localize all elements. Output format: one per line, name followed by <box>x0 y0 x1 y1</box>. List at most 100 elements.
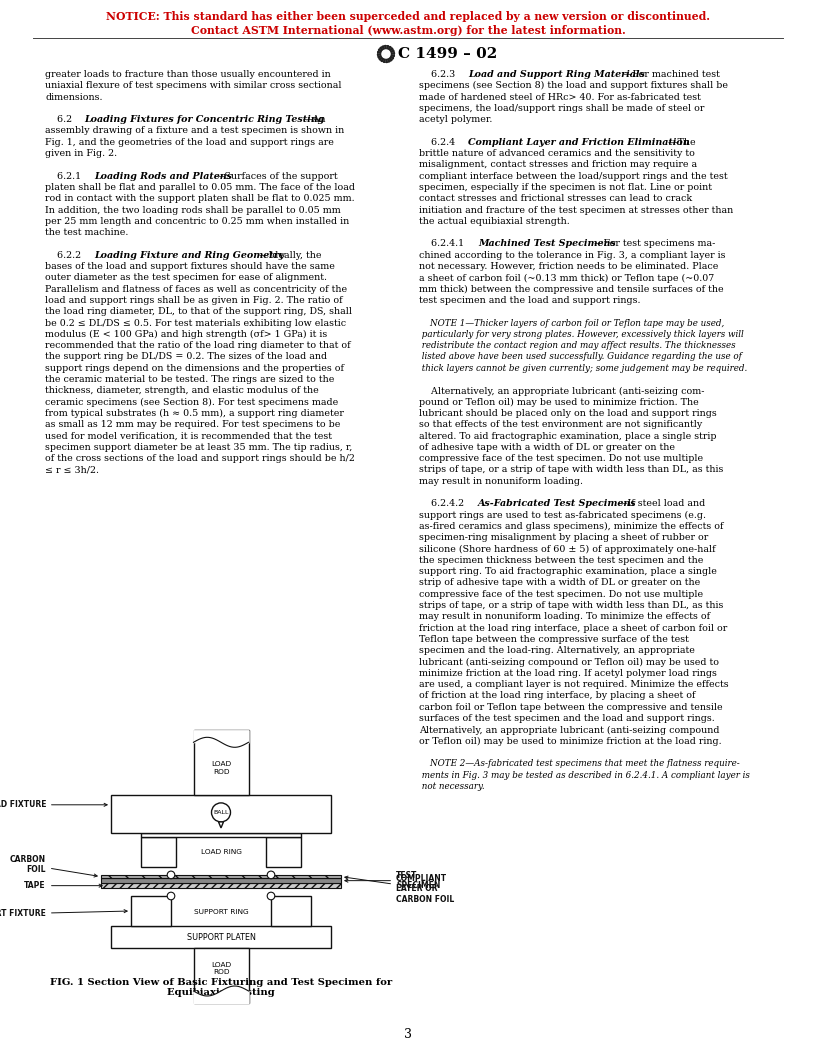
Text: compliant interface between the load/support rings and the test: compliant interface between the load/sup… <box>419 172 728 181</box>
Text: NOTE 2—As-fabricated test specimens that meet the flatness require-: NOTE 2—As-fabricated test specimens that… <box>419 759 740 769</box>
Text: Machined Test Specimens: Machined Test Specimens <box>478 240 616 248</box>
Text: ceramic specimens (see Section 8). For test specimens made: ceramic specimens (see Section 8). For t… <box>45 398 339 407</box>
Text: altered. To aid fractographic examination, place a single strip: altered. To aid fractographic examinatio… <box>419 432 716 440</box>
Text: of adhesive tape with a width of DL or greater on the: of adhesive tape with a width of DL or g… <box>419 442 675 452</box>
Bar <box>193 731 249 795</box>
Text: 3: 3 <box>404 1027 412 1040</box>
Text: used for model verification, it is recommended that the test: used for model verification, it is recom… <box>45 432 332 440</box>
Circle shape <box>167 892 175 900</box>
Text: specimens (see Section 8) the load and support fixtures shall be: specimens (see Section 8) the load and s… <box>419 81 728 91</box>
Text: —For test specimens ma-: —For test specimens ma- <box>591 240 716 248</box>
Text: specimen support diameter be at least 35 mm. The tip radius, r,: specimen support diameter be at least 35… <box>45 442 353 452</box>
Text: —Ideally, the: —Ideally, the <box>256 250 322 260</box>
Text: Compliant Layer and Friction Elimination: Compliant Layer and Friction Elimination <box>468 137 690 147</box>
Text: support rings are used to test as-fabricated specimens (e.g.: support rings are used to test as-fabric… <box>419 511 706 520</box>
Text: may result in nonuniform loading.: may result in nonuniform loading. <box>419 477 583 486</box>
Text: the test machine.: the test machine. <box>45 228 128 238</box>
Polygon shape <box>378 52 381 53</box>
Text: pound or Teflon oil) may be used to minimize friction. The: pound or Teflon oil) may be used to mini… <box>419 398 698 407</box>
Text: strip of adhesive tape with a width of DL or greater on the: strip of adhesive tape with a width of D… <box>419 579 700 587</box>
Text: SUPPORT FIXTURE: SUPPORT FIXTURE <box>0 909 127 919</box>
Text: of the cross sections of the load and support rings should be h/2: of the cross sections of the load and su… <box>45 454 355 464</box>
Text: Teflon tape between the compressive surface of the test: Teflon tape between the compressive surf… <box>419 635 689 644</box>
Text: minimize friction at the load ring. If acetyl polymer load rings: minimize friction at the load ring. If a… <box>419 668 717 678</box>
Polygon shape <box>382 45 384 49</box>
Text: so that effects of the test environment are not significantly: so that effects of the test environment … <box>419 420 703 430</box>
Text: assembly drawing of a fixture and a test specimen is shown in: assembly drawing of a fixture and a test… <box>45 127 344 135</box>
Text: greater loads to fracture than those usually encountered in: greater loads to fracture than those usu… <box>45 70 330 79</box>
Text: support ring. To aid fractographic examination, place a single: support ring. To aid fractographic exami… <box>419 567 717 577</box>
Bar <box>111 926 331 948</box>
Polygon shape <box>378 56 381 58</box>
Text: silicone (Shore hardness of 60 ± 5) of approximately one-half: silicone (Shore hardness of 60 ± 5) of a… <box>419 545 716 553</box>
Polygon shape <box>384 59 385 62</box>
Polygon shape <box>378 54 380 55</box>
Text: as-fired ceramics and glass specimens), minimize the effects of: as-fired ceramics and glass specimens), … <box>419 522 724 531</box>
Text: thickness, diameter, strength, and elastic modulus of the: thickness, diameter, strength, and elast… <box>45 386 319 395</box>
Text: COMPLIANT
LAYER OR
CARBON FOIL: COMPLIANT LAYER OR CARBON FOIL <box>345 873 455 904</box>
Text: thick layers cannot be given currently; some judgement may be required.: thick layers cannot be given currently; … <box>419 364 747 373</box>
Text: 6.2.4.2: 6.2.4.2 <box>419 499 467 508</box>
Text: compressive face of the test specimen. Do not use multiple: compressive face of the test specimen. D… <box>419 590 703 599</box>
Text: load and support rings shall be as given in Fig. 2. The ratio of: load and support rings shall be as given… <box>45 296 343 305</box>
Text: —For machined test: —For machined test <box>620 70 721 79</box>
Polygon shape <box>380 48 383 50</box>
Text: dimensions.: dimensions. <box>45 93 103 101</box>
Circle shape <box>267 871 275 879</box>
Polygon shape <box>388 46 391 50</box>
Text: ments in Fig. 3 may be tested as described in 6.2.4.1. A compliant layer is: ments in Fig. 3 may be tested as describ… <box>419 771 750 779</box>
Text: Parallelism and flatness of faces as well as concentricity of the: Parallelism and flatness of faces as wel… <box>45 285 347 294</box>
Text: LOAD
ROD: LOAD ROD <box>211 962 231 976</box>
Text: —The: —The <box>664 137 695 147</box>
Text: bases of the load and support fixtures should have the same: bases of the load and support fixtures s… <box>45 262 335 271</box>
Polygon shape <box>379 57 382 60</box>
Text: lubricant should be placed only on the load and support rings: lubricant should be placed only on the l… <box>419 409 716 418</box>
Text: SUPPORT PLATEN: SUPPORT PLATEN <box>187 932 255 942</box>
Text: Loading Fixtures for Concentric Ring Testing: Loading Fixtures for Concentric Ring Tes… <box>84 115 325 125</box>
Text: platen shall be flat and parallel to 0.05 mm. The face of the load: platen shall be flat and parallel to 0.0… <box>45 183 355 192</box>
Text: are used, a compliant layer is not required. Minimize the effects: are used, a compliant layer is not requi… <box>419 680 729 690</box>
Text: the load ring diameter, DL, to that of the support ring, DS, shall: the load ring diameter, DL, to that of t… <box>45 307 352 317</box>
Text: strips of tape, or a strip of tape with width less than DL, as this: strips of tape, or a strip of tape with … <box>419 466 723 474</box>
Polygon shape <box>384 45 386 49</box>
Text: Loading Rods and Platens: Loading Rods and Platens <box>94 172 232 181</box>
Text: of friction at the load ring interface, by placing a sheet of: of friction at the load ring interface, … <box>419 692 695 700</box>
Circle shape <box>383 51 389 57</box>
Polygon shape <box>379 49 382 52</box>
Text: specimen, especially if the specimen is not flat. Line or point: specimen, especially if the specimen is … <box>419 183 712 192</box>
Text: Alternatively, an appropriate lubricant (anti-seizing com-: Alternatively, an appropriate lubricant … <box>419 386 704 396</box>
Text: compressive face of the test specimen. Do not use multiple: compressive face of the test specimen. D… <box>419 454 703 464</box>
Text: 6.2.3: 6.2.3 <box>419 70 459 79</box>
Polygon shape <box>388 59 390 62</box>
Text: friction at the load ring interface, place a sheet of carbon foil or: friction at the load ring interface, pla… <box>419 624 727 633</box>
Bar <box>131 895 171 926</box>
Text: redistribute the contact region and may affect results. The thicknesses: redistribute the contact region and may … <box>419 341 736 351</box>
Text: mm thick) between the compressive and tensile surfaces of the: mm thick) between the compressive and te… <box>419 285 724 294</box>
Polygon shape <box>387 45 388 49</box>
Text: SUPPORT RING: SUPPORT RING <box>193 909 248 916</box>
Text: modulus (E < 100 GPa) and high strength (σf> 1 GPa) it is: modulus (E < 100 GPa) and high strength … <box>45 329 327 339</box>
Text: recommended that the ratio of the load ring diameter to that of: recommended that the ratio of the load r… <box>45 341 351 351</box>
Text: not necessary.: not necessary. <box>419 781 485 791</box>
Text: C 1499 – 02: C 1499 – 02 <box>398 48 497 61</box>
Text: lubricant (anti-seizing compound or Teflon oil) may be used to: lubricant (anti-seizing compound or Tefl… <box>419 658 719 666</box>
Text: LOAD FIXTURE: LOAD FIXTURE <box>0 800 107 809</box>
Polygon shape <box>390 57 393 59</box>
Text: NOTICE: This standard has either been superceded and replaced by a new version o: NOTICE: This standard has either been su… <box>106 11 710 21</box>
Text: ≤ r ≤ 3h/2.: ≤ r ≤ 3h/2. <box>45 466 99 474</box>
Text: Contact ASTM International (www.astm.org) for the latest information.: Contact ASTM International (www.astm.org… <box>191 24 625 36</box>
Text: Load and Support Ring Materials: Load and Support Ring Materials <box>468 70 645 79</box>
Text: the actual equibiaxial strength.: the actual equibiaxial strength. <box>419 216 570 226</box>
Polygon shape <box>389 58 392 61</box>
Text: —An: —An <box>300 115 326 125</box>
Circle shape <box>167 871 175 879</box>
Text: 6.2: 6.2 <box>45 115 75 125</box>
Text: TAPE: TAPE <box>24 881 102 890</box>
Bar <box>111 795 331 833</box>
Text: rod in contact with the support platen shall be flat to 0.025 mm.: rod in contact with the support platen s… <box>45 194 355 204</box>
Polygon shape <box>391 50 394 53</box>
Text: NOTE 1—Thicker layers of carbon foil or Teflon tape may be used,: NOTE 1—Thicker layers of carbon foil or … <box>419 319 725 327</box>
Text: acetyl polymer.: acetyl polymer. <box>419 115 492 125</box>
Text: be 0.2 ≤ DL/DS ≤ 0.5. For test materials exhibiting low elastic: be 0.2 ≤ DL/DS ≤ 0.5. For test materials… <box>45 319 346 327</box>
Text: the support ring be DL/DS = 0.2. The sizes of the load and: the support ring be DL/DS = 0.2. The siz… <box>45 353 327 361</box>
